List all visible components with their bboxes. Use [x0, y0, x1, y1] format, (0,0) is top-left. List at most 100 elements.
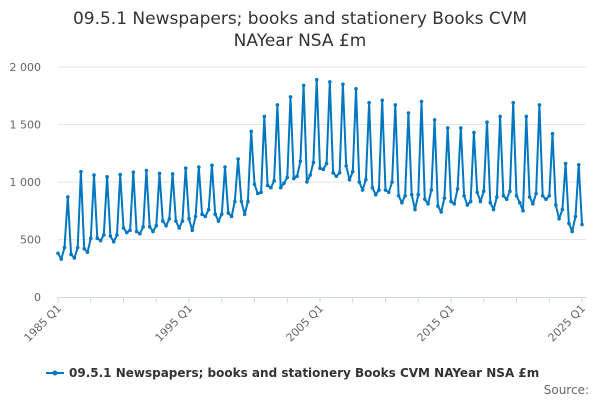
x-tick-label: 2025 Q1	[546, 302, 589, 345]
data-point	[468, 199, 473, 204]
y-tick-label: 1 500	[10, 119, 42, 132]
x-tick-label: 1985 Q1	[22, 302, 65, 345]
data-point	[409, 192, 414, 197]
data-point	[495, 195, 499, 199]
data-point	[360, 188, 365, 192]
gridlines	[58, 66, 586, 240]
data-point	[164, 223, 168, 228]
data-point	[236, 157, 240, 161]
data-point	[239, 199, 244, 204]
data-point	[570, 229, 574, 234]
data-point	[108, 234, 113, 238]
data-point	[242, 212, 247, 216]
data-point	[285, 175, 290, 180]
data-point	[472, 130, 476, 135]
data-point	[508, 189, 512, 193]
data-point	[187, 217, 191, 221]
data-point	[295, 174, 299, 179]
data-point	[331, 171, 335, 175]
data-point	[102, 233, 106, 237]
data-point	[364, 177, 368, 182]
data-point	[56, 251, 60, 256]
data-point	[229, 214, 234, 219]
data-point	[115, 233, 119, 237]
data-point	[324, 161, 329, 166]
data-point	[478, 199, 483, 204]
data-point	[576, 162, 581, 167]
data-point	[534, 191, 538, 196]
data-point	[200, 212, 204, 216]
data-point	[246, 199, 250, 204]
data-point	[223, 165, 227, 169]
data-point	[475, 190, 480, 195]
data-point	[203, 214, 208, 219]
data-point	[406, 111, 411, 115]
data-point	[59, 257, 64, 261]
data-point	[105, 175, 109, 179]
data-point	[95, 236, 100, 241]
data-point	[262, 114, 267, 119]
data-point	[491, 207, 496, 212]
data-point	[554, 203, 558, 207]
data-point	[272, 179, 276, 183]
data-point	[69, 252, 73, 257]
data-point	[573, 214, 578, 219]
x-tick-label: 2015 Q1	[415, 302, 458, 345]
data-point	[249, 129, 254, 134]
data-point	[462, 194, 466, 198]
data-point	[386, 190, 391, 195]
data-point	[233, 199, 237, 204]
data-point	[275, 103, 280, 107]
data-point	[419, 99, 424, 104]
data-point	[413, 207, 417, 212]
data-point	[180, 219, 185, 223]
data-point	[206, 207, 211, 212]
data-point	[423, 197, 427, 202]
data-point	[128, 228, 132, 233]
data-point	[540, 194, 545, 198]
data-point	[380, 98, 385, 103]
data-point	[442, 196, 447, 200]
data-point	[439, 210, 443, 214]
data-point	[521, 208, 525, 213]
data-point	[449, 199, 453, 204]
data-point	[347, 177, 352, 182]
y-tick-label: 0	[34, 291, 41, 304]
data-point	[141, 225, 145, 229]
data-point	[544, 197, 548, 202]
chart-title-line-1: 09.5.1 Newspapers; books and stationery …	[73, 9, 527, 29]
data-point	[66, 195, 70, 199]
data-point	[131, 170, 136, 175]
data-point	[354, 87, 358, 91]
data-point	[445, 126, 450, 130]
data-point	[226, 211, 231, 215]
data-point	[517, 200, 522, 205]
data-point	[334, 174, 339, 179]
data-point	[488, 200, 493, 205]
data-point	[144, 168, 149, 173]
y-axis: 0 500 1 000 1 500 2 000	[10, 61, 42, 304]
data-point	[219, 212, 224, 216]
data-point	[465, 203, 470, 207]
data-point	[341, 82, 345, 87]
data-point	[213, 212, 217, 216]
legend[interactable]: 09.5.1 Newspapers; books and stationery …	[46, 366, 539, 380]
data-point	[547, 194, 552, 198]
data-point	[138, 231, 142, 236]
data-point	[498, 114, 502, 119]
data-point	[282, 181, 286, 185]
data-point	[321, 167, 326, 172]
data-point	[305, 180, 309, 184]
series-group	[56, 77, 584, 261]
data-point	[265, 183, 270, 188]
data-point	[167, 217, 172, 221]
legend-marker-icon	[52, 370, 58, 376]
data-point	[157, 171, 162, 176]
data-point	[514, 194, 519, 198]
data-point	[377, 188, 381, 192]
data-point	[383, 188, 388, 192]
data-point	[429, 188, 434, 192]
data-point	[278, 185, 283, 190]
data-point	[190, 228, 195, 233]
data-point	[252, 182, 257, 187]
